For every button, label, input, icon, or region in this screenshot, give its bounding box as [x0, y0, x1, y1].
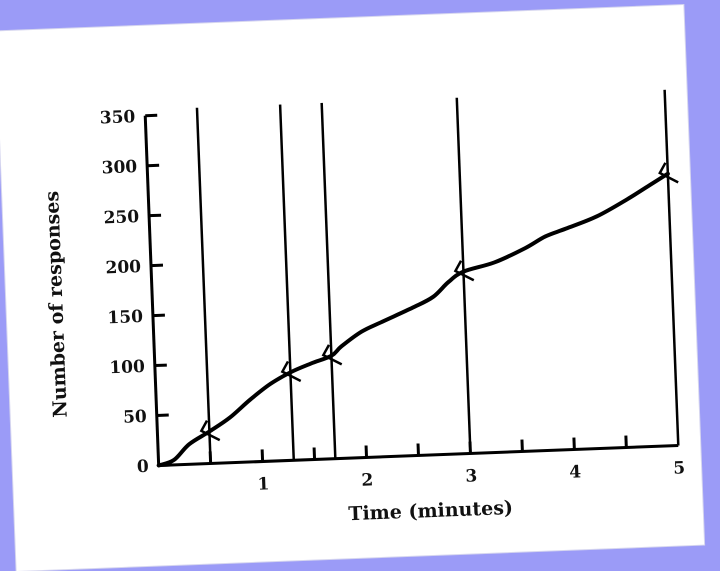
y-axis-label: Number of responses: [41, 191, 72, 418]
x-axis-label: Time (minutes): [348, 497, 513, 525]
y-tick-label: 150: [107, 307, 143, 328]
y-tick-label: 250: [103, 207, 139, 228]
y-tick-label: 50: [123, 407, 148, 428]
series-line: [148, 174, 678, 466]
labels-group: 0 50 100 150 200 250 300 350 1 2 3 4 5: [99, 87, 685, 501]
series-group: [148, 174, 678, 466]
y-tick-label: 0: [136, 457, 149, 477]
x-tick-label: 2: [361, 470, 374, 490]
y-tick-label: 350: [99, 107, 135, 128]
vertical-line: [322, 103, 336, 459]
y-tick-label: 200: [105, 257, 141, 278]
x-tick-label: 4: [569, 462, 582, 482]
chart-paper: 0 50 100 150 200 250 300 350 1 2 3 4 5 Time (minutes…: [0, 5, 704, 571]
x-tick-label: 1: [257, 474, 270, 494]
response-chart: 0 50 100 150 200 250 300 350 1 2 3 4 5 Time (minutes…: [0, 5, 704, 571]
y-tick-label: 300: [101, 157, 137, 178]
vertical-line: [197, 108, 211, 464]
vertical-lines: [197, 90, 678, 464]
vertical-line: [665, 90, 679, 446]
markers-group: [192, 162, 688, 440]
x-tick-label: 3: [465, 466, 478, 486]
y-axis-line: [145, 116, 158, 466]
y-tick-label: 100: [109, 357, 145, 378]
vertical-line: [280, 105, 294, 461]
x-tick-label: 5: [673, 458, 686, 478]
axes: [145, 96, 678, 466]
